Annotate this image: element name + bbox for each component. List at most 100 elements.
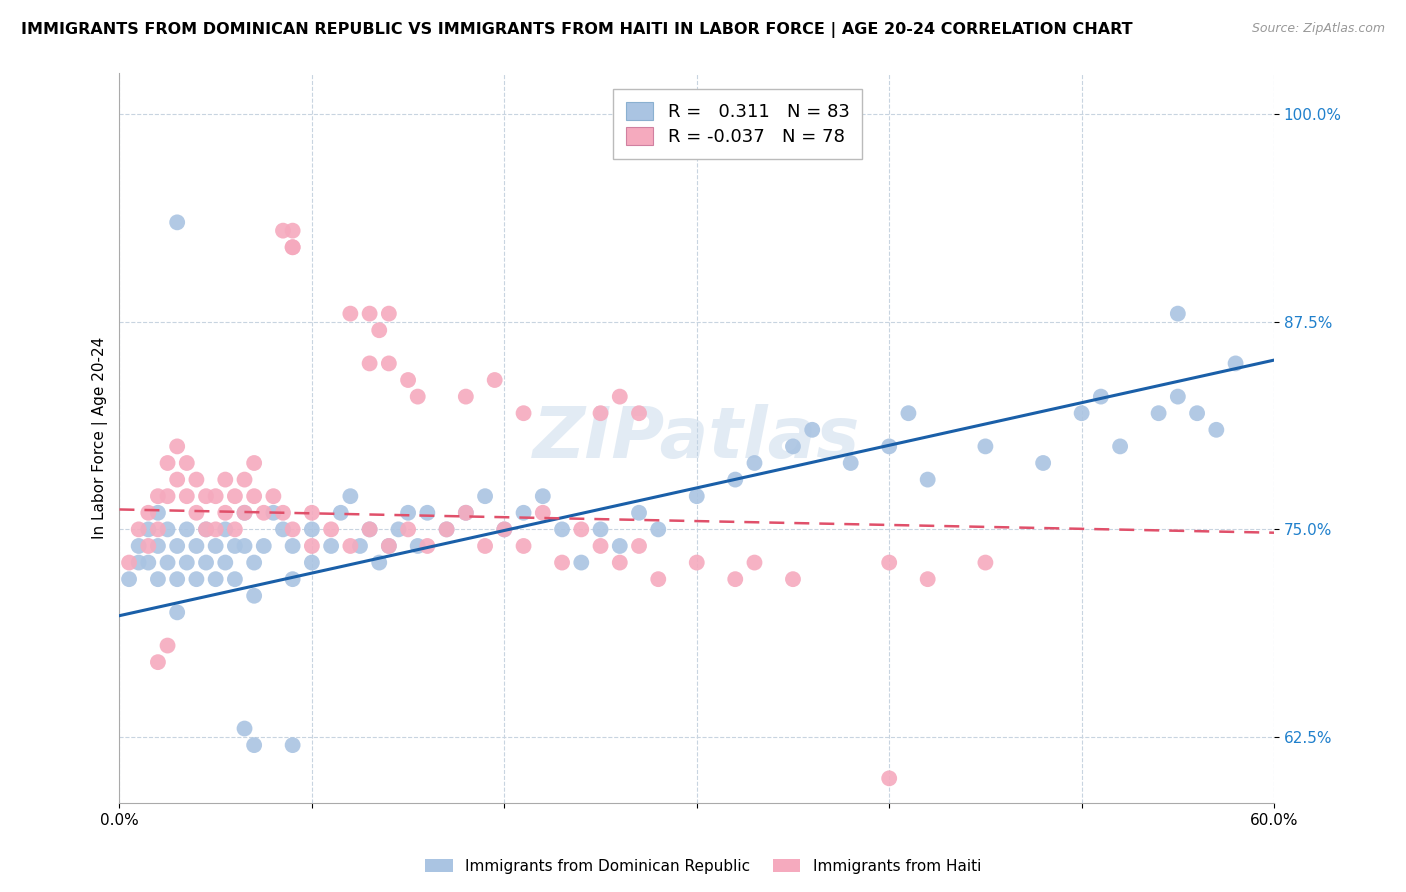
Point [233,539,256,553]
Point [368,323,391,337]
Point [782,439,804,453]
Point [243,556,266,570]
Legend: Immigrants from Dominican Republic, Immigrants from Haiti: Immigrants from Dominican Republic, Immi… [419,853,987,880]
Point [195,522,218,536]
Point [387,522,409,536]
Point [531,506,554,520]
Point [339,307,361,321]
Point [416,506,439,520]
Point [974,439,997,453]
Point [233,506,256,520]
Point [243,589,266,603]
Point [271,522,294,536]
Point [877,772,900,786]
Point [1205,423,1227,437]
Point [801,423,824,437]
Point [609,556,631,570]
Point [233,722,256,736]
Point [136,539,159,553]
Point [339,489,361,503]
Point [359,522,381,536]
Point [281,522,304,536]
Text: Source: ZipAtlas.com: Source: ZipAtlas.com [1251,22,1385,36]
Point [724,473,747,487]
Point [166,473,188,487]
Point [378,356,401,370]
Point [589,539,612,553]
Point [204,539,226,553]
Point [1167,390,1189,404]
Text: IMMIGRANTS FROM DOMINICAN REPUBLIC VS IMMIGRANTS FROM HAITI IN LABOR FORCE | AGE: IMMIGRANTS FROM DOMINICAN REPUBLIC VS IM… [21,22,1133,38]
Point [166,215,188,229]
Point [839,456,862,470]
Point [204,489,226,503]
Point [262,489,284,503]
Point [349,539,371,553]
Point [224,572,246,586]
Point [551,556,574,570]
Point [156,489,179,503]
Y-axis label: In Labor Force | Age 20-24: In Labor Force | Age 20-24 [93,337,108,540]
Point [195,489,218,503]
Point [301,506,323,520]
Point [877,439,900,453]
Legend: R =   0.311   N = 83, R = -0.037   N = 78: R = 0.311 N = 83, R = -0.037 N = 78 [613,89,862,159]
Point [146,572,169,586]
Point [436,522,458,536]
Point [1090,390,1112,404]
Point [233,506,256,520]
Point [416,539,439,553]
Point [512,506,534,520]
Point [1185,406,1208,420]
Point [974,556,997,570]
Point [329,506,352,520]
Point [204,522,226,536]
Point [224,522,246,536]
Point [224,539,246,553]
Point [589,406,612,420]
Point [186,572,208,586]
Point [359,522,381,536]
Point [156,456,179,470]
Point [136,556,159,570]
Point [243,738,266,752]
Point [877,556,900,570]
Point [281,572,304,586]
Point [166,606,188,620]
Point [494,522,516,536]
Point [917,473,939,487]
Point [146,655,169,669]
Point [281,240,304,254]
Point [128,522,150,536]
Point [744,556,766,570]
Point [243,489,266,503]
Point [494,522,516,536]
Point [224,489,246,503]
Point [396,506,419,520]
Point [917,572,939,586]
Point [551,522,574,536]
Point [128,556,150,570]
Point [321,522,343,536]
Point [214,506,236,520]
Point [569,522,592,536]
Point [368,556,391,570]
Point [176,489,198,503]
Point [146,539,169,553]
Point [436,522,458,536]
Point [118,556,141,570]
Point [589,522,612,536]
Text: ZIPatlas: ZIPatlas [533,403,860,473]
Point [474,489,496,503]
Point [128,539,150,553]
Point [378,539,401,553]
Point [176,556,198,570]
Point [647,522,669,536]
Point [897,406,920,420]
Point [1147,406,1170,420]
Point [156,522,179,536]
Point [627,406,650,420]
Point [195,522,218,536]
Point [744,456,766,470]
Point [339,539,361,553]
